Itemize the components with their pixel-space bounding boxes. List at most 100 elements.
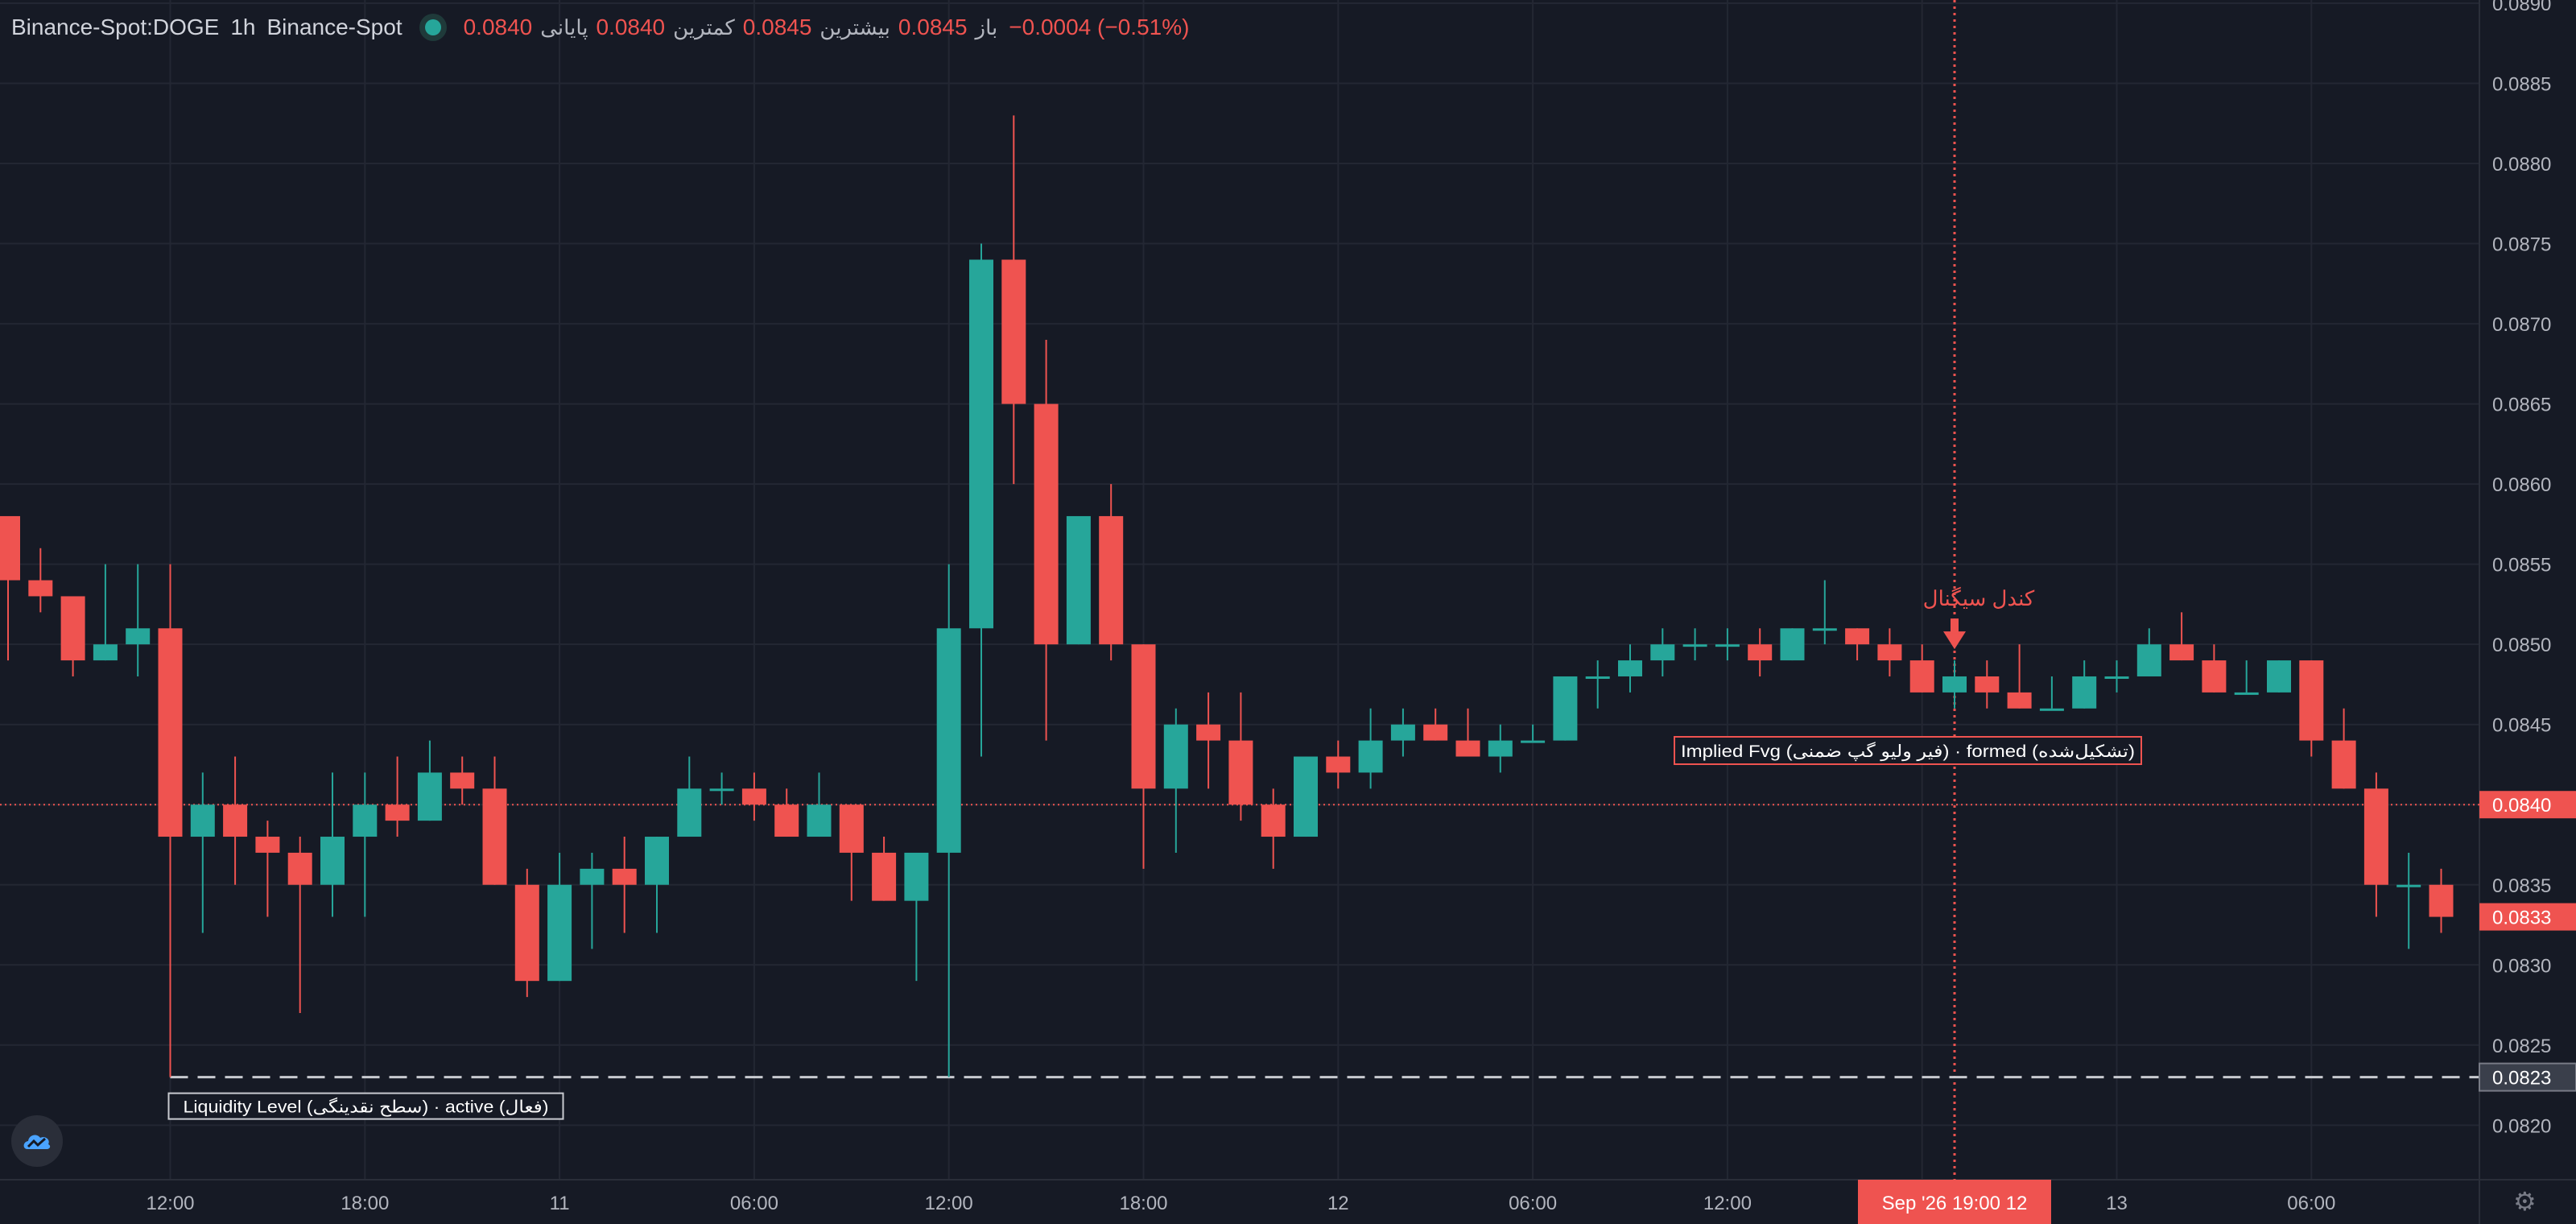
candle-body[interactable] — [1650, 644, 1675, 661]
candle-body[interactable] — [320, 837, 345, 885]
candle-body[interactable] — [612, 868, 637, 885]
candle-body[interactable] — [60, 596, 85, 661]
candle-body[interactable] — [547, 884, 572, 982]
candle-body[interactable] — [2104, 676, 2129, 679]
candle-body[interactable] — [1877, 644, 1902, 661]
candle-body[interactable] — [385, 804, 410, 821]
candle-body[interactable] — [1682, 644, 1707, 647]
interval-label[interactable]: 1h — [230, 14, 256, 39]
candle-body[interactable] — [677, 788, 702, 837]
candle-body[interactable] — [1001, 259, 1026, 404]
candle-body[interactable] — [709, 788, 734, 792]
candle-body[interactable] — [1326, 756, 1351, 773]
candle-body[interactable] — [2202, 660, 2227, 693]
candle-body[interactable] — [1748, 644, 1773, 661]
time-tick-label: 06:00 — [730, 1193, 778, 1214]
candle-body[interactable] — [2072, 676, 2097, 709]
open-value: 0.0845 — [898, 14, 968, 39]
candle-body[interactable] — [774, 804, 799, 837]
candle-body[interactable] — [1488, 740, 1513, 757]
candle-body[interactable] — [1390, 724, 1415, 741]
candle-body[interactable] — [1942, 676, 1967, 693]
candle-body[interactable] — [1131, 644, 1156, 789]
symbol-title[interactable]: Binance-Spot:DOGE — [11, 14, 220, 39]
gear-icon[interactable]: ⚙ — [2513, 1187, 2537, 1216]
candle-body[interactable] — [1261, 804, 1286, 837]
candle-body[interactable] — [2136, 644, 2161, 676]
chart-legend: Binance-Spot:DOGE 1h Binance-Spot باز 0.… — [11, 11, 1189, 43]
candle-body[interactable] — [904, 852, 929, 901]
candle-body[interactable] — [1294, 756, 1318, 837]
cloud-logo-icon-graphic — [23, 1135, 51, 1149]
price-badge — [2479, 791, 2576, 819]
candle-body[interactable] — [514, 884, 539, 982]
candle-body[interactable] — [28, 580, 53, 597]
time-tick-label: 18:00 — [1119, 1193, 1167, 1214]
candle-body[interactable] — [1909, 660, 1934, 693]
candle-body[interactable] — [93, 644, 118, 661]
candle-body[interactable] — [1553, 676, 1578, 741]
candle-body[interactable] — [969, 259, 993, 629]
candle-body[interactable] — [1423, 724, 1448, 741]
price-badge-label: 0.0823 — [2492, 1068, 2551, 1090]
candle-body[interactable] — [1455, 740, 1480, 757]
candle-body[interactable] — [353, 804, 378, 837]
candle-body[interactable] — [482, 788, 507, 885]
candle-body[interactable] — [1099, 515, 1124, 645]
candle-body[interactable] — [1812, 628, 1837, 631]
candle-body[interactable] — [1618, 660, 1642, 676]
candle-body[interactable] — [1585, 676, 1610, 679]
candle-body[interactable] — [872, 852, 897, 901]
candle-body[interactable] — [1228, 740, 1253, 805]
candle-body[interactable] — [2331, 740, 2356, 789]
price-tick-label: 0.0850 — [2492, 635, 2551, 656]
candle-body[interactable] — [1358, 740, 1383, 773]
candle-body[interactable] — [1975, 676, 2000, 693]
change-value: −0.0004 (−0.51%) — [1009, 14, 1190, 39]
candle-body[interactable] — [190, 804, 215, 837]
candle-body[interactable] — [839, 804, 864, 853]
candle-body[interactable] — [2429, 884, 2454, 917]
candle-body[interactable] — [1034, 403, 1059, 645]
candle-body[interactable] — [645, 837, 669, 885]
candle-body[interactable] — [1163, 724, 1188, 789]
candle-body[interactable] — [1780, 628, 1805, 661]
candle-body[interactable] — [1066, 515, 1091, 645]
price-badge — [2479, 903, 2576, 931]
candle-body[interactable] — [2169, 644, 2194, 661]
crosshair-time-label: Sep '26 19:00 12 — [1882, 1193, 2028, 1214]
candle-body[interactable] — [2234, 692, 2259, 695]
candle-body[interactable] — [2396, 884, 2421, 887]
candle-body[interactable] — [2267, 660, 2291, 693]
candle-body[interactable] — [1845, 628, 1870, 645]
candle-body[interactable] — [2039, 708, 2064, 711]
exchange-label: Binance-Spot — [266, 14, 402, 39]
candle-body[interactable] — [158, 628, 183, 837]
candle-body[interactable] — [2299, 660, 2324, 741]
candle-body[interactable] — [1196, 724, 1221, 741]
candle-body[interactable] — [807, 804, 832, 837]
time-tick-label: 18:00 — [341, 1193, 389, 1214]
signal-arrow-stem — [1951, 618, 1959, 634]
candle-body[interactable] — [223, 804, 248, 837]
candle-body[interactable] — [1521, 740, 1546, 743]
fvg-label-text: Implied Fvg (فیر ولیو گپ ضمنی) · formed … — [1681, 742, 2135, 762]
candle-body[interactable] — [580, 868, 605, 885]
price-tick-label: 0.0860 — [2492, 474, 2551, 496]
candle-body[interactable] — [2363, 788, 2388, 885]
candle-body[interactable] — [2007, 692, 2032, 709]
candle-body[interactable] — [936, 628, 961, 853]
candle-body[interactable] — [255, 837, 280, 853]
candle-body[interactable] — [741, 788, 766, 805]
candle-body[interactable] — [0, 515, 20, 581]
candle-body[interactable] — [450, 772, 475, 789]
candle-body[interactable] — [417, 772, 442, 821]
price-tick-label: 0.0880 — [2492, 154, 2551, 176]
candle-body[interactable] — [1715, 644, 1740, 647]
price-tick-label: 0.0830 — [2492, 955, 2551, 977]
candle-body[interactable] — [287, 852, 312, 885]
cloud-logo-icon[interactable] — [11, 1115, 63, 1167]
candle-body[interactable] — [126, 628, 151, 645]
price-tick-label: 0.0875 — [2492, 234, 2551, 256]
